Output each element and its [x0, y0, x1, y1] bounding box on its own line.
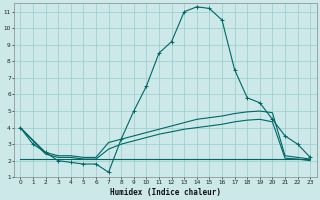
X-axis label: Humidex (Indice chaleur): Humidex (Indice chaleur) — [110, 188, 221, 197]
